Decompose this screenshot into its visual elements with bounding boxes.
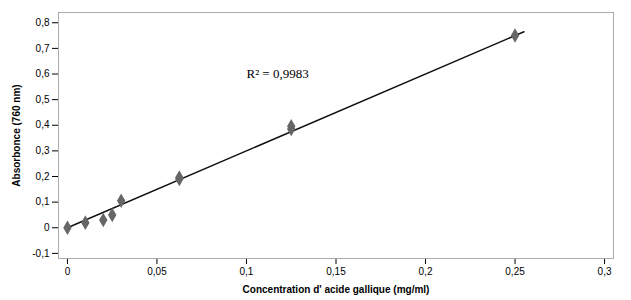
- svg-text:0,15: 0,15: [326, 266, 346, 277]
- svg-text:0,8: 0,8: [36, 17, 50, 28]
- svg-text:-0,1: -0,1: [32, 248, 50, 259]
- svg-text:0,3: 0,3: [598, 266, 612, 277]
- svg-text:0,4: 0,4: [36, 119, 50, 130]
- svg-text:R² = 0,9983: R² = 0,9983: [246, 66, 308, 81]
- svg-text:0,6: 0,6: [36, 68, 50, 79]
- svg-text:0: 0: [65, 266, 71, 277]
- svg-text:0,1: 0,1: [240, 266, 254, 277]
- svg-text:0,2: 0,2: [36, 171, 50, 182]
- svg-text:0,5: 0,5: [36, 94, 50, 105]
- svg-text:0,2: 0,2: [419, 266, 433, 277]
- svg-text:0: 0: [44, 222, 50, 233]
- svg-text:Absorbonce (760 nm): Absorbonce (760 nm): [11, 84, 22, 186]
- svg-text:0,1: 0,1: [36, 196, 50, 207]
- svg-text:Concentration d' acide galliqu: Concentration d' acide gallique (mg/ml): [243, 284, 430, 295]
- svg-text:0,7: 0,7: [36, 43, 50, 54]
- svg-text:0,3: 0,3: [36, 145, 50, 156]
- svg-text:0,25: 0,25: [505, 266, 525, 277]
- svg-text:0,05: 0,05: [147, 266, 167, 277]
